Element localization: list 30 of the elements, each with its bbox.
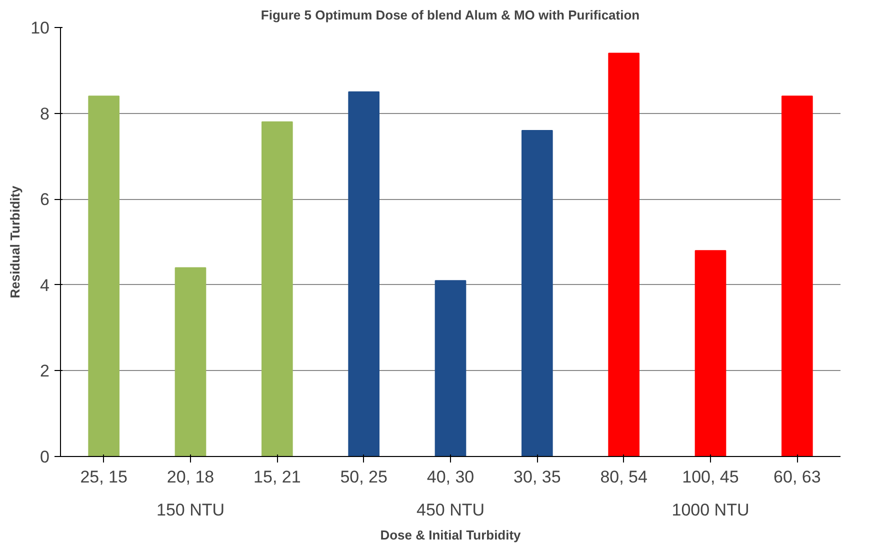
bar — [434, 280, 466, 456]
x-tick-label: 30, 35 — [514, 468, 561, 486]
bar — [608, 52, 640, 456]
chart-title: Figure 5 Optimum Dose of blend Alum & MO with Purification — [260, 8, 640, 22]
x-tick-label: 25, 15 — [80, 468, 128, 486]
x-tick-label: 15, 21 — [254, 468, 301, 486]
x-tick-label: 100, 45 — [682, 468, 739, 486]
y-tick-label: 0 — [40, 448, 50, 466]
bar — [348, 91, 380, 456]
y-tick-label: 10 — [30, 18, 50, 38]
y-axis-title: Residual Turbidity — [8, 185, 23, 298]
x-tick-label: 60, 63 — [774, 468, 821, 486]
x-axis-title: Dose & Initial Turbidity — [380, 528, 522, 542]
x-tick-label: 40, 30 — [426, 468, 474, 486]
bar — [88, 96, 120, 456]
x-tick-label: 80, 54 — [600, 468, 648, 486]
text: 150 NTU — [156, 500, 225, 520]
y-tick-label: 4 — [40, 276, 50, 295]
text: 450 NTU — [416, 500, 485, 520]
y-tick-label: 2 — [40, 362, 50, 381]
text: 1000 NTU — [672, 500, 750, 520]
bar — [782, 96, 813, 456]
bar — [694, 250, 726, 456]
bar — [262, 121, 293, 456]
y-tick-label: 6 — [40, 190, 50, 210]
bar — [174, 267, 206, 456]
x-tick-label: 50, 25 — [340, 468, 388, 486]
x-tick-label: 20, 18 — [166, 468, 214, 486]
y-tick-label: 8 — [40, 104, 50, 124]
bar — [522, 130, 553, 456]
